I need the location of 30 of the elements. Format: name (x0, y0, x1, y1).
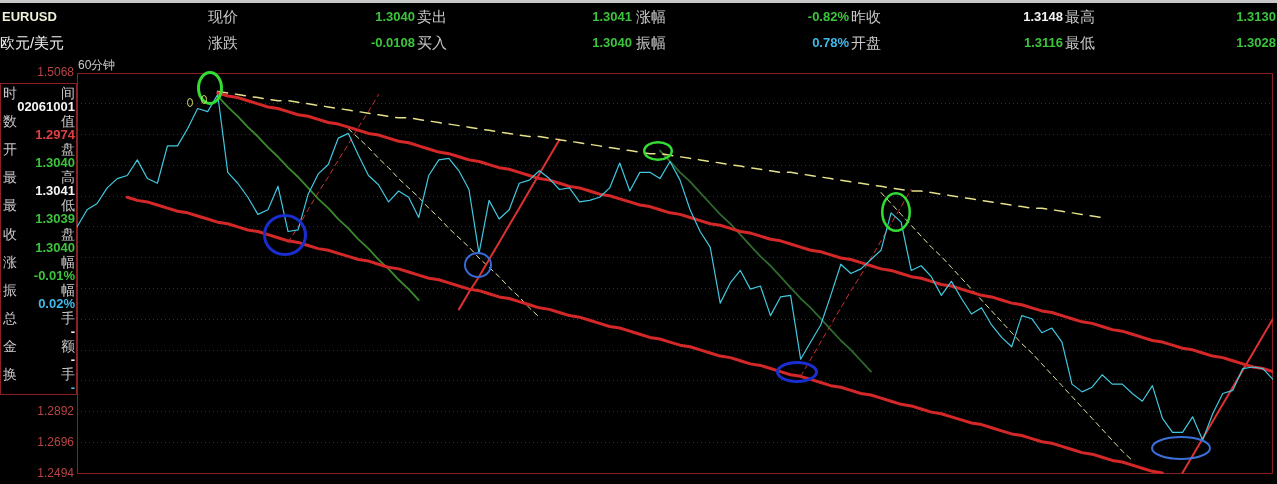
text: 涨跌 (208, 34, 238, 51)
text: 1.3040 (592, 35, 632, 51)
text: 振幅 (636, 34, 666, 51)
line-series (347, 128, 540, 318)
y-tick-label: 1.2494 (37, 466, 75, 481)
text: 60分钟 (78, 57, 116, 73)
y-tick-label: 1.2892 (37, 404, 75, 419)
text: 现价 (208, 8, 238, 25)
text: 1.3148 (1023, 9, 1063, 25)
text: -0.82% (807, 9, 849, 25)
chart-title: EURUSD (2, 9, 57, 25)
y-tick-label: 1.5068 (37, 65, 75, 80)
info-panel: 时间 02061001 数值 1.2974 开盘 1.3040 最高 1.3041 最低 1.3039 收盘 1.3040 涨幅 -0.01% 振幅 0.02% 总手 - 金额 - 换手 - (0, 83, 77, 395)
text: 1.3028 (1236, 35, 1276, 51)
text: 涨幅 (636, 8, 666, 25)
text: 买入 (417, 34, 447, 51)
text: 0.78% (812, 35, 849, 51)
text: 最低 (1065, 34, 1095, 51)
text: 最高 (1065, 8, 1095, 25)
text: 卖出 (417, 8, 447, 25)
text: -0.0108 (370, 35, 415, 51)
line-series (880, 192, 1133, 461)
text: 1.3040 (375, 9, 415, 25)
text: 1.3116 (1023, 35, 1063, 51)
text: 昨收 (851, 8, 881, 25)
y-tick-label: 1.2696 (37, 434, 75, 449)
text: 1.3130 (1236, 9, 1276, 25)
chart-subtitle: 欧元/美元 (0, 34, 65, 51)
text: 开盘 (851, 34, 881, 51)
text: 1.3041 (592, 9, 632, 25)
